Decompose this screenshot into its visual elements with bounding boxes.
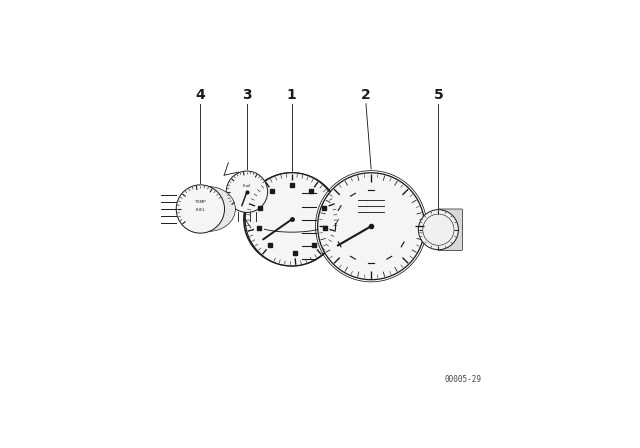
Text: 1: 1 [287,88,297,102]
Circle shape [226,171,268,212]
Circle shape [176,185,225,233]
Text: 4: 4 [195,88,205,102]
Text: Fuel: Fuel [243,184,251,188]
FancyBboxPatch shape [438,209,462,250]
Circle shape [419,210,458,250]
Text: TEMP: TEMP [195,200,205,204]
Text: 00005-29: 00005-29 [445,375,481,384]
Text: 5: 5 [433,88,444,102]
Circle shape [317,173,424,280]
Text: FUEL: FUEL [195,208,205,212]
Circle shape [245,173,339,266]
Text: 2: 2 [361,88,371,102]
Ellipse shape [182,187,236,231]
Text: 3: 3 [242,88,252,102]
